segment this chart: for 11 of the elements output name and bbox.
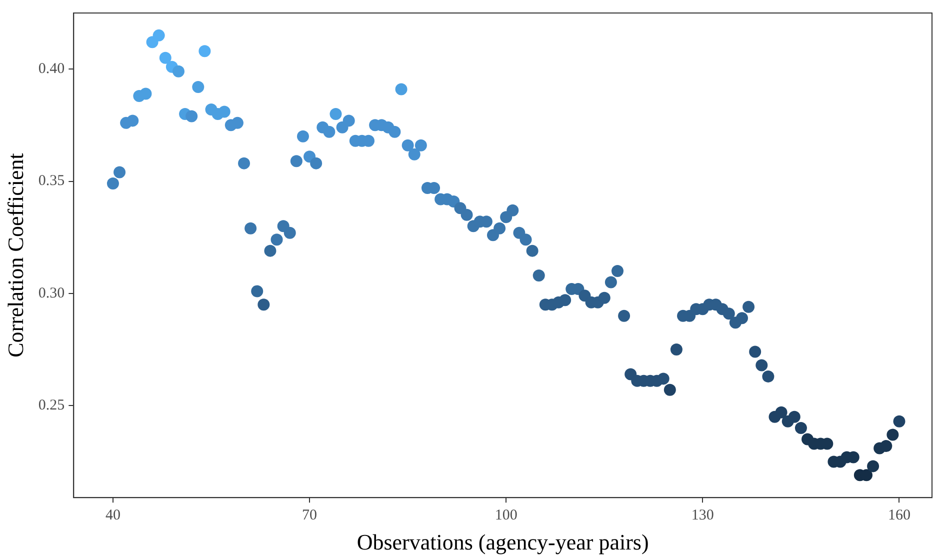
y-tick-label: 0.35 <box>38 173 65 190</box>
y-tick-label: 0.25 <box>38 398 65 414</box>
y-tick-label: 0.30 <box>38 285 65 302</box>
x-tick-label: 40 <box>105 508 120 524</box>
y-tick-label: 0.40 <box>38 61 65 78</box>
x-tick-label: 160 <box>888 508 910 524</box>
x-tick-label: 70 <box>302 508 318 524</box>
y-axis-title: Correlation Coefficient <box>2 153 28 358</box>
x-tick-label: 130 <box>691 508 714 524</box>
x-tick-label: 100 <box>494 508 518 524</box>
x-axis-title: Observations (agency-year pairs) <box>356 530 649 555</box>
